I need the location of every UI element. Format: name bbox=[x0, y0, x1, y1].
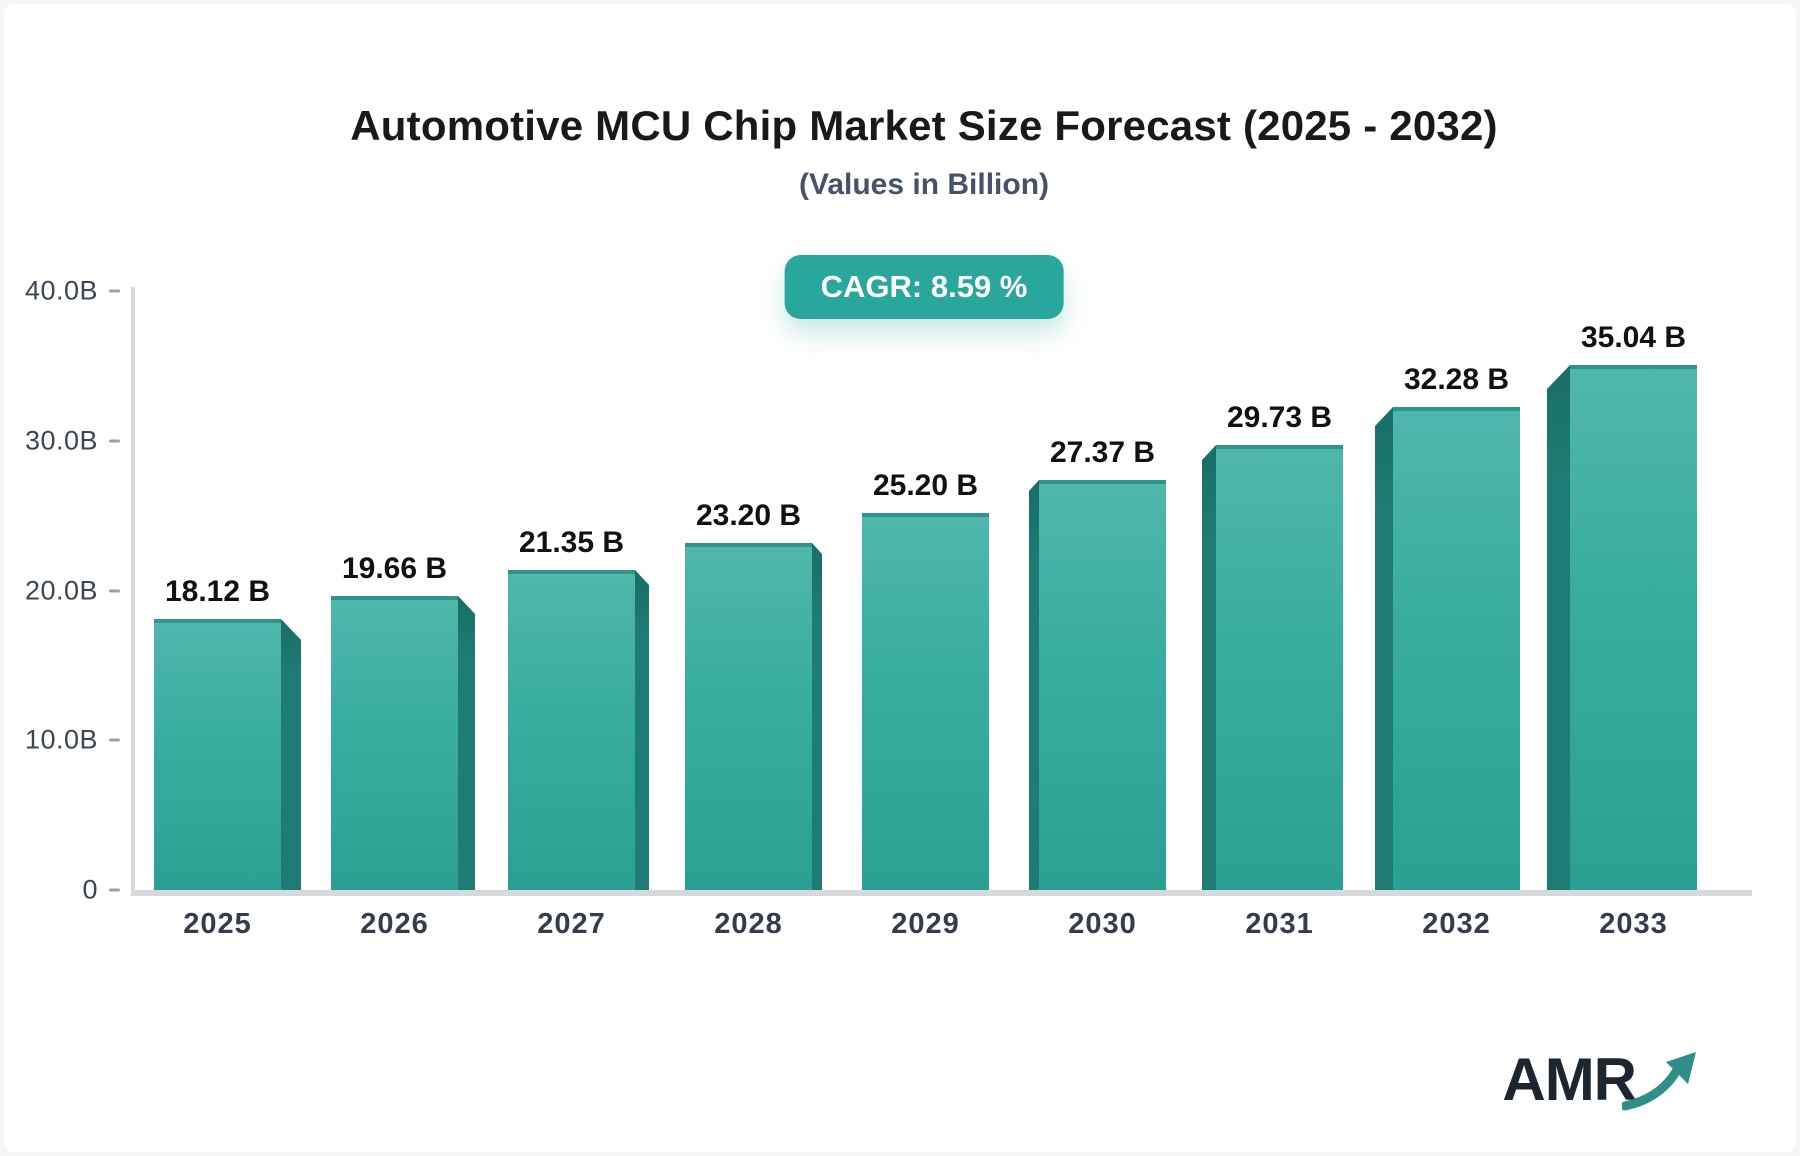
bar-value-label: 29.73 B bbox=[1226, 401, 1333, 434]
x-tick-label: 2033 bbox=[1599, 908, 1668, 940]
x-tick-label: 2032 bbox=[1422, 908, 1491, 940]
bar-2029 bbox=[862, 513, 989, 890]
y-tick-dash bbox=[109, 738, 120, 742]
x-tick-label: 2025 bbox=[183, 908, 252, 940]
chart-card: Automotive MCU Chip Market Size Forecast… bbox=[4, 4, 1796, 1152]
y-tick-label: 40.0B bbox=[24, 275, 98, 306]
x-tick-label: 2027 bbox=[537, 908, 606, 940]
bar-value-label: 21.35 B bbox=[518, 526, 625, 559]
x-tick-label: 2029 bbox=[891, 908, 960, 940]
bar-side-2027 bbox=[635, 570, 649, 890]
amr-logo: AMR bbox=[1502, 1046, 1698, 1113]
y-tick-dash bbox=[109, 439, 120, 443]
bar-2026 bbox=[331, 596, 458, 890]
bar-2028 bbox=[685, 543, 812, 890]
bar-value-label: 35.04 B bbox=[1580, 321, 1687, 354]
bar-2025 bbox=[154, 619, 281, 890]
y-tick-label: 10.0B bbox=[24, 724, 98, 755]
y-tick-label: 30.0B bbox=[24, 425, 98, 456]
x-tick-label: 2026 bbox=[360, 908, 429, 940]
bar-side-2026 bbox=[458, 596, 475, 890]
growth-arrow-icon bbox=[1622, 1052, 1696, 1111]
bar-side-2033 bbox=[1547, 365, 1570, 890]
bar-value-label: 18.12 B bbox=[164, 575, 271, 608]
y-axis-line bbox=[131, 287, 135, 895]
bar-value-label: 32.28 B bbox=[1403, 363, 1510, 396]
x-tick-label: 2031 bbox=[1245, 908, 1314, 940]
y-tick-dash bbox=[109, 589, 120, 592]
cagr-badge: CAGR: 8.59 % bbox=[784, 255, 1064, 319]
bar-side-2032 bbox=[1375, 407, 1393, 890]
x-tick-label: 2028 bbox=[714, 908, 783, 940]
bar-value-label: 23.20 B bbox=[695, 499, 802, 532]
x-axis-line bbox=[131, 890, 1752, 896]
bar-2031 bbox=[1216, 445, 1343, 890]
bar-2032 bbox=[1393, 407, 1520, 890]
bar-value-label: 19.66 B bbox=[341, 552, 448, 585]
y-tick-dash bbox=[109, 888, 120, 892]
bar-value-label: 25.20 B bbox=[872, 469, 979, 502]
y-tick-dash bbox=[109, 289, 120, 293]
bar-2030 bbox=[1039, 480, 1166, 890]
bar-side-2031 bbox=[1202, 445, 1216, 890]
cagr-badge-label: CAGR: 8.59 % bbox=[820, 269, 1028, 304]
amr-logo-text: AMR bbox=[1502, 1046, 1637, 1113]
bar-side-2028 bbox=[812, 543, 822, 890]
plot-area: 40.0B 30.0B 20.0B 10.0B 0 18.12 B 2025 19.66 B 2… bbox=[25, 276, 1752, 940]
bar-2033 bbox=[1570, 365, 1697, 890]
bar-2027 bbox=[508, 570, 635, 890]
chart-title: Automotive MCU Chip Market Size Forecast… bbox=[350, 102, 1498, 149]
bar-side-2025 bbox=[281, 619, 301, 890]
x-tick-label: 2030 bbox=[1068, 908, 1137, 940]
chart-subtitle: (Values in Billion) bbox=[798, 168, 1050, 201]
y-tick-label: 0 bbox=[82, 874, 98, 905]
y-tick-label: 20.0B bbox=[24, 575, 98, 605]
bar-side-2030 bbox=[1029, 480, 1039, 890]
bar-value-label: 27.37 B bbox=[1049, 436, 1156, 469]
